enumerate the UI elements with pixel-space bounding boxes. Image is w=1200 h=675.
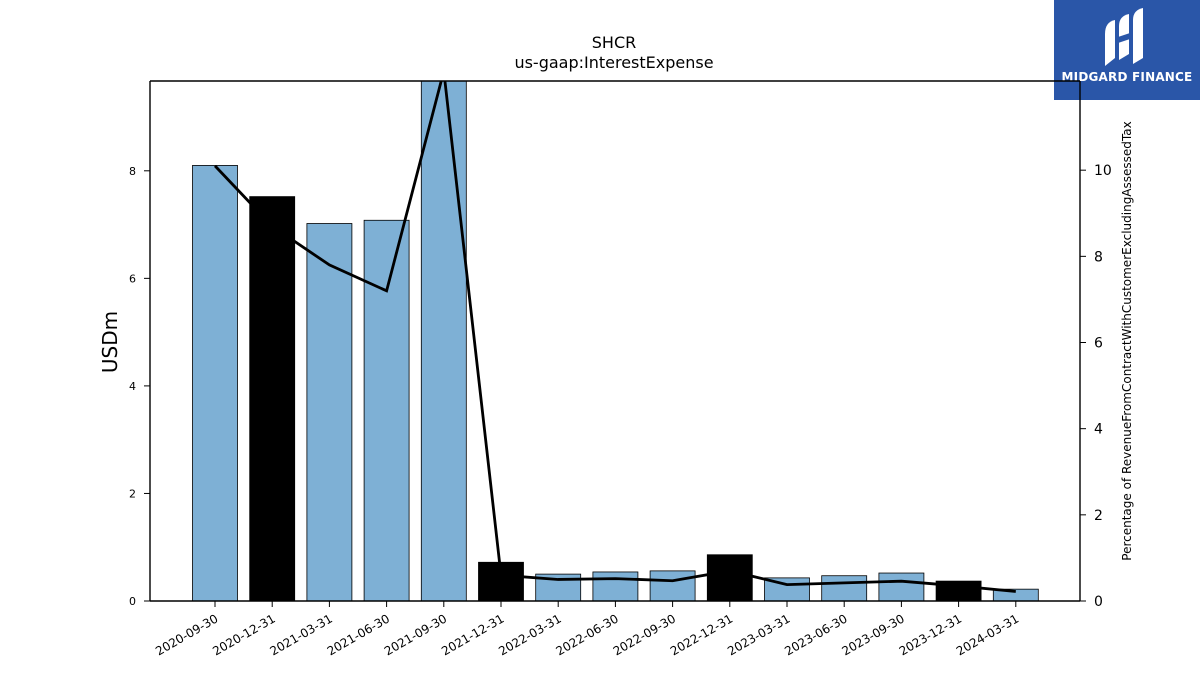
x-tick-label: 2020-09-30 [153, 611, 220, 658]
y2-axis-label: Percentage of RevenueFromContractWithCus… [1120, 121, 1134, 560]
midgard-logo-icon [1105, 8, 1143, 66]
x-tick-label: 2023-06-30 [782, 611, 849, 658]
x-tick-label: 2024-03-31 [954, 611, 1021, 658]
x-tick-label: 2021-09-30 [382, 611, 449, 658]
y-tick-label: 6 [129, 272, 136, 285]
brand-badge: MIDGARD FINANCE [1054, 0, 1200, 100]
bar [249, 196, 296, 602]
x-tick-label: 2021-12-31 [439, 611, 506, 658]
x-tick-label: 2021-03-31 [267, 611, 334, 658]
y2-tick-label: 6 [1094, 336, 1103, 352]
series-line [213, 81, 1016, 593]
bar [706, 554, 753, 602]
brand-name: MIDGARD FINANCE [1061, 70, 1193, 84]
x-tick-label: 2023-09-30 [839, 611, 906, 658]
bar [878, 572, 925, 602]
y-tick-label: 4 [129, 380, 136, 393]
y2-tick-label: 0 [1094, 594, 1103, 610]
x-tick-label: 2023-12-31 [897, 611, 964, 658]
x-tick-label: 2022-09-30 [611, 611, 678, 658]
bar [363, 219, 410, 602]
x-tick-label: 2021-06-30 [325, 611, 392, 658]
y-tick-label: 0 [129, 595, 136, 608]
x-tick-label: 2020-12-31 [210, 611, 277, 658]
bar [649, 570, 696, 602]
x-tick-label: 2022-12-31 [668, 611, 735, 658]
chart-subtitle: us-gaap:InterestExpense [514, 53, 713, 72]
x-tick-label: 2022-06-30 [553, 611, 620, 658]
bar [821, 575, 868, 602]
x-tick-label: 2022-03-31 [496, 611, 563, 658]
y2-tick-label: 4 [1094, 422, 1103, 438]
y2-tick-label: 10 [1094, 163, 1112, 179]
y2-tick-label: 2 [1094, 508, 1103, 524]
bar [306, 223, 353, 602]
bar [192, 165, 238, 602]
x-tick-label: 2023-03-31 [725, 611, 792, 658]
y2-tick-label: 8 [1094, 249, 1103, 265]
chart-title: SHCR [592, 33, 636, 52]
y-tick-label: 2 [129, 487, 136, 500]
bar [592, 571, 639, 602]
y-tick-label: 8 [129, 165, 136, 178]
bar [420, 80, 467, 602]
y-axis-label: USDm [98, 311, 122, 373]
